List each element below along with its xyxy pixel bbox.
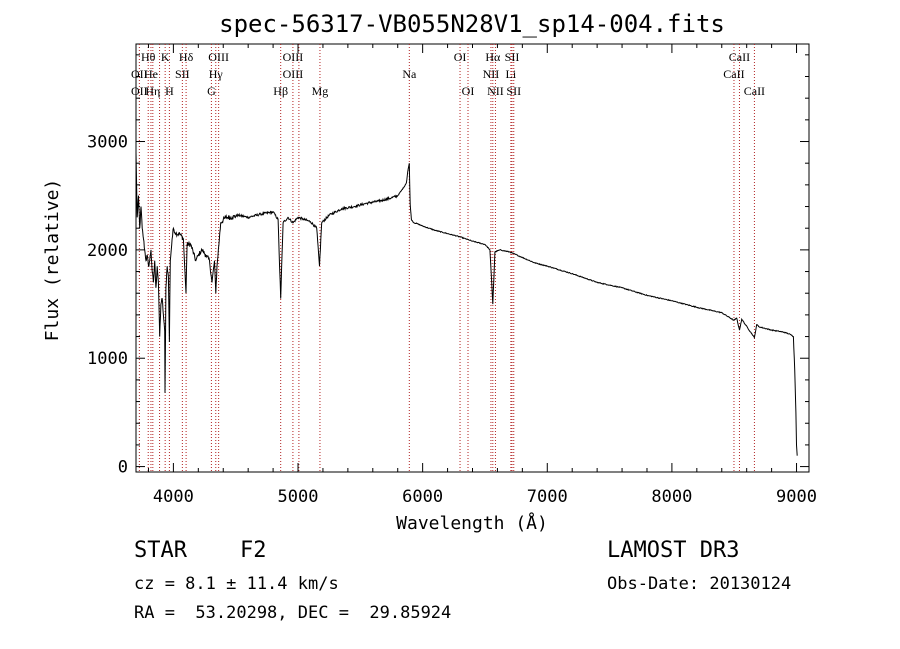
y-tick-label: 2000 [87,241,128,261]
line-label: Hδ [179,50,194,64]
y-tick-label: 3000 [87,133,128,153]
line-label: OIII [283,50,304,64]
line-label: Mg [312,84,329,98]
line-label: OII [131,67,148,81]
object-subclass: F2 [240,538,267,563]
y-tick-label: 0 [118,458,128,478]
x-tick-label: 9000 [776,487,817,507]
spectrum-line [135,152,798,456]
line-label: Hβ [273,84,288,98]
line-label: Hθ [141,50,156,64]
line-label: G [207,84,216,98]
redshift-text: cz = 8.1 ± 11.4 km/s [134,574,339,594]
line-label: K [161,50,170,64]
x-tick-label: 8000 [651,487,692,507]
line-markers [138,44,755,472]
line-label: OI [454,50,467,64]
line-label: He [144,67,158,81]
y-tick-label: 1000 [87,349,128,369]
x-tick-label: 5000 [278,487,319,507]
survey-name: LAMOST DR3 [607,538,740,563]
line-label: Na [402,67,417,81]
line-label: CaII [744,84,765,98]
object-class: STAR [134,538,187,563]
line-label: CaII [723,67,744,81]
x-tick-label: 6000 [402,487,443,507]
observation-date: Obs-Date: 20130124 [607,574,792,594]
coordinates-text: RA = 53.20298, DEC = 29.85924 [134,603,452,623]
line-label: NII [487,84,504,98]
x-tick-label: 7000 [527,487,568,507]
line-label: OIII [283,67,304,81]
line-label: SII [175,67,190,81]
axes: 4000 5000 6000 7000 8000 9000 0 1000 2000 3000 [87,44,817,507]
line-label: Hη [145,84,160,98]
line-label: NII [483,67,500,81]
line-label: H [165,84,174,98]
line-label: SII [506,84,521,98]
chart-title: spec-56317-VB055N28V1_sp14-004.fits [219,10,725,38]
line-label: Hα [485,50,501,64]
y-axis-label: Flux (relative) [42,179,63,342]
line-label: OII [131,84,148,98]
line-label: Hγ [209,67,224,81]
line-label: OI [462,84,475,98]
line-label: Li [506,67,517,81]
line-label: SII [505,50,520,64]
line-label: OIII [208,50,229,64]
x-axis-label: Wavelength (Å) [396,512,548,534]
plot-frame [135,43,810,473]
line-label: CaII [729,50,750,64]
x-tick-label: 4000 [153,487,194,507]
